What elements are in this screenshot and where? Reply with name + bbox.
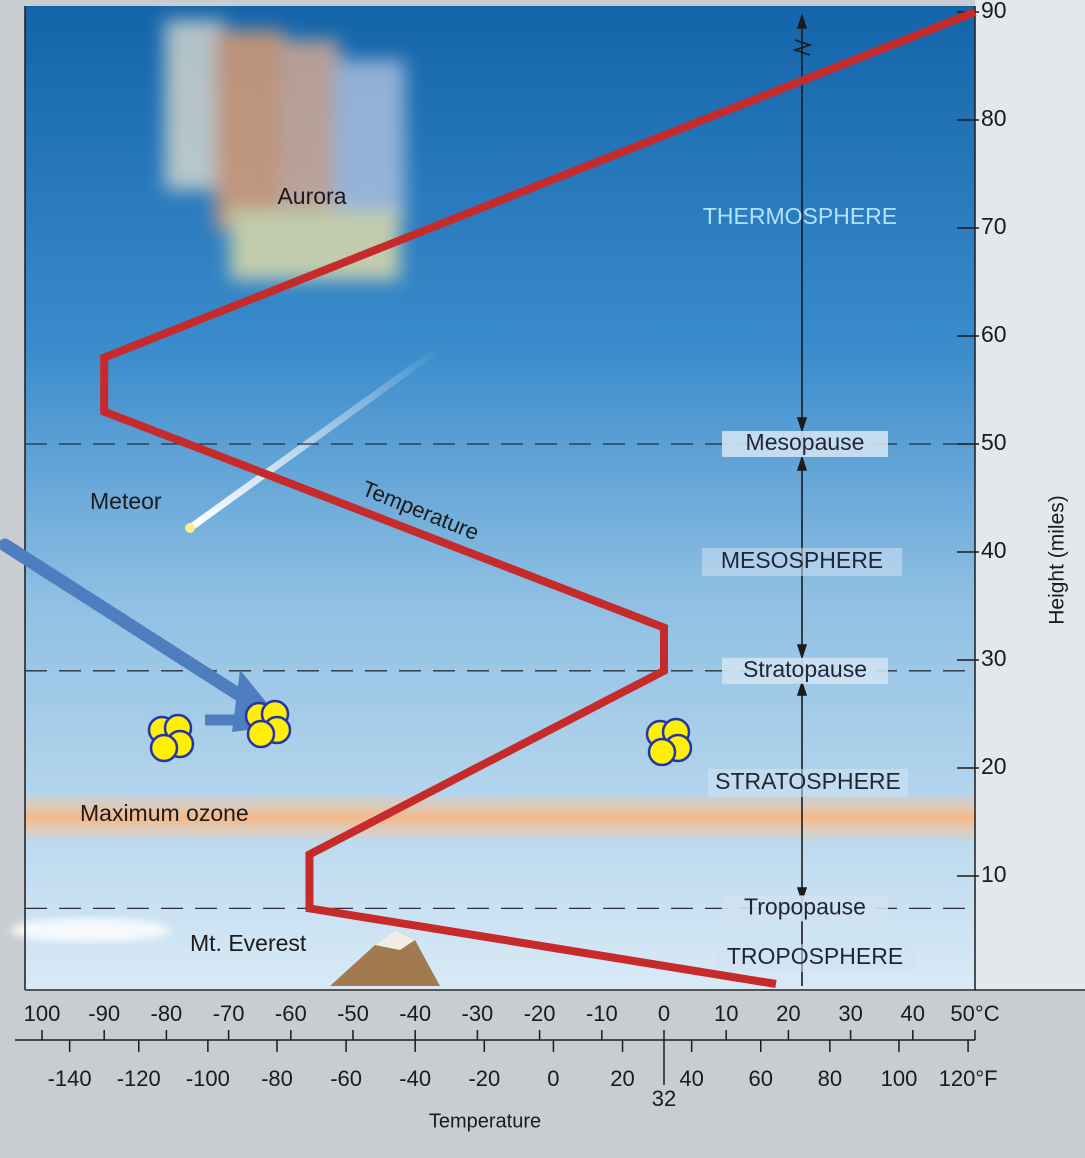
x2-tick-label: 80: [818, 1066, 842, 1091]
molecule-atom: [649, 739, 675, 765]
x-tick-label: -10: [586, 1001, 618, 1026]
x-tick-label: 50°C: [950, 1001, 999, 1026]
annotation: Meteor: [90, 488, 162, 514]
x-tick-label: -60: [275, 1001, 307, 1026]
x2-tick-label: -100: [186, 1066, 230, 1091]
level-label: Mesopause: [746, 429, 865, 455]
x2-tick-label: 120°F: [939, 1066, 998, 1091]
x-tick-label: -40: [399, 1001, 431, 1026]
x2-tick-label: -40: [399, 1066, 431, 1091]
cloud: [10, 918, 170, 942]
molecule-atom: [248, 721, 274, 747]
x2-tick-label: -140: [48, 1066, 92, 1091]
x2-tick-label: 40: [679, 1066, 703, 1091]
x-tick-label: -30: [462, 1001, 494, 1026]
y-tick-label: 90: [981, 0, 1007, 23]
level-label: Stratopause: [743, 656, 867, 682]
y-tick-label: 30: [981, 645, 1007, 671]
y-tick-label: 60: [981, 321, 1007, 347]
x-tick-label: 10: [714, 1001, 738, 1026]
x-tick-label: -20: [524, 1001, 556, 1026]
x-tick-label: -90: [88, 1001, 120, 1026]
right-strip: [975, 0, 1085, 990]
y-axis-label: Height (miles): [1046, 495, 1069, 625]
x2-tick-label: 0: [547, 1066, 559, 1091]
x-tick-label: -70: [213, 1001, 245, 1026]
layer-label: MESOSPHERE: [721, 547, 883, 573]
annotation: Mt. Everest: [190, 930, 307, 956]
x2-tick-label: 20: [610, 1066, 634, 1091]
x-tick-label: 100: [24, 1001, 61, 1026]
level-label: Tropopause: [744, 893, 866, 919]
meteor-head: [185, 523, 195, 533]
y-tick-label: 80: [981, 105, 1007, 131]
x-tick-label: -50: [337, 1001, 369, 1026]
annotation: Aurora: [277, 183, 346, 209]
layer-label: TROPOSPHERE: [727, 943, 903, 969]
x-tick-label: 20: [776, 1001, 800, 1026]
x-tick-label: 30: [838, 1001, 862, 1026]
annotation: Maximum ozone: [80, 800, 249, 826]
layer-label: STRATOSPHERE: [715, 768, 901, 794]
y-tick-label: 10: [981, 861, 1007, 887]
x-axis-label: Temperature: [429, 1110, 541, 1132]
x2-marker-label: 32: [652, 1086, 676, 1111]
y-tick-label: 40: [981, 537, 1007, 563]
x2-tick-label: -80: [261, 1066, 293, 1091]
x-tick-label: -80: [151, 1001, 183, 1026]
chart: Aurora Meteor Maximum ozone Mt. Everest Meso…: [0, 0, 1085, 1158]
molecule-atom: [151, 735, 177, 761]
x2-tick-label: -60: [330, 1066, 362, 1091]
x-tick-label: 0: [658, 1001, 670, 1026]
x2-tick-label: 100: [881, 1066, 918, 1091]
x2-tick-label: 60: [749, 1066, 773, 1091]
y-tick-label: 20: [981, 753, 1007, 779]
layer-label: THERMOSPHERE: [703, 203, 897, 229]
y-tick-label: 50: [981, 429, 1007, 455]
x2-tick-label: -120: [117, 1066, 161, 1091]
x-tick-label: 40: [901, 1001, 925, 1026]
x2-tick-label: -20: [468, 1066, 500, 1091]
y-tick-label: 70: [981, 213, 1007, 239]
